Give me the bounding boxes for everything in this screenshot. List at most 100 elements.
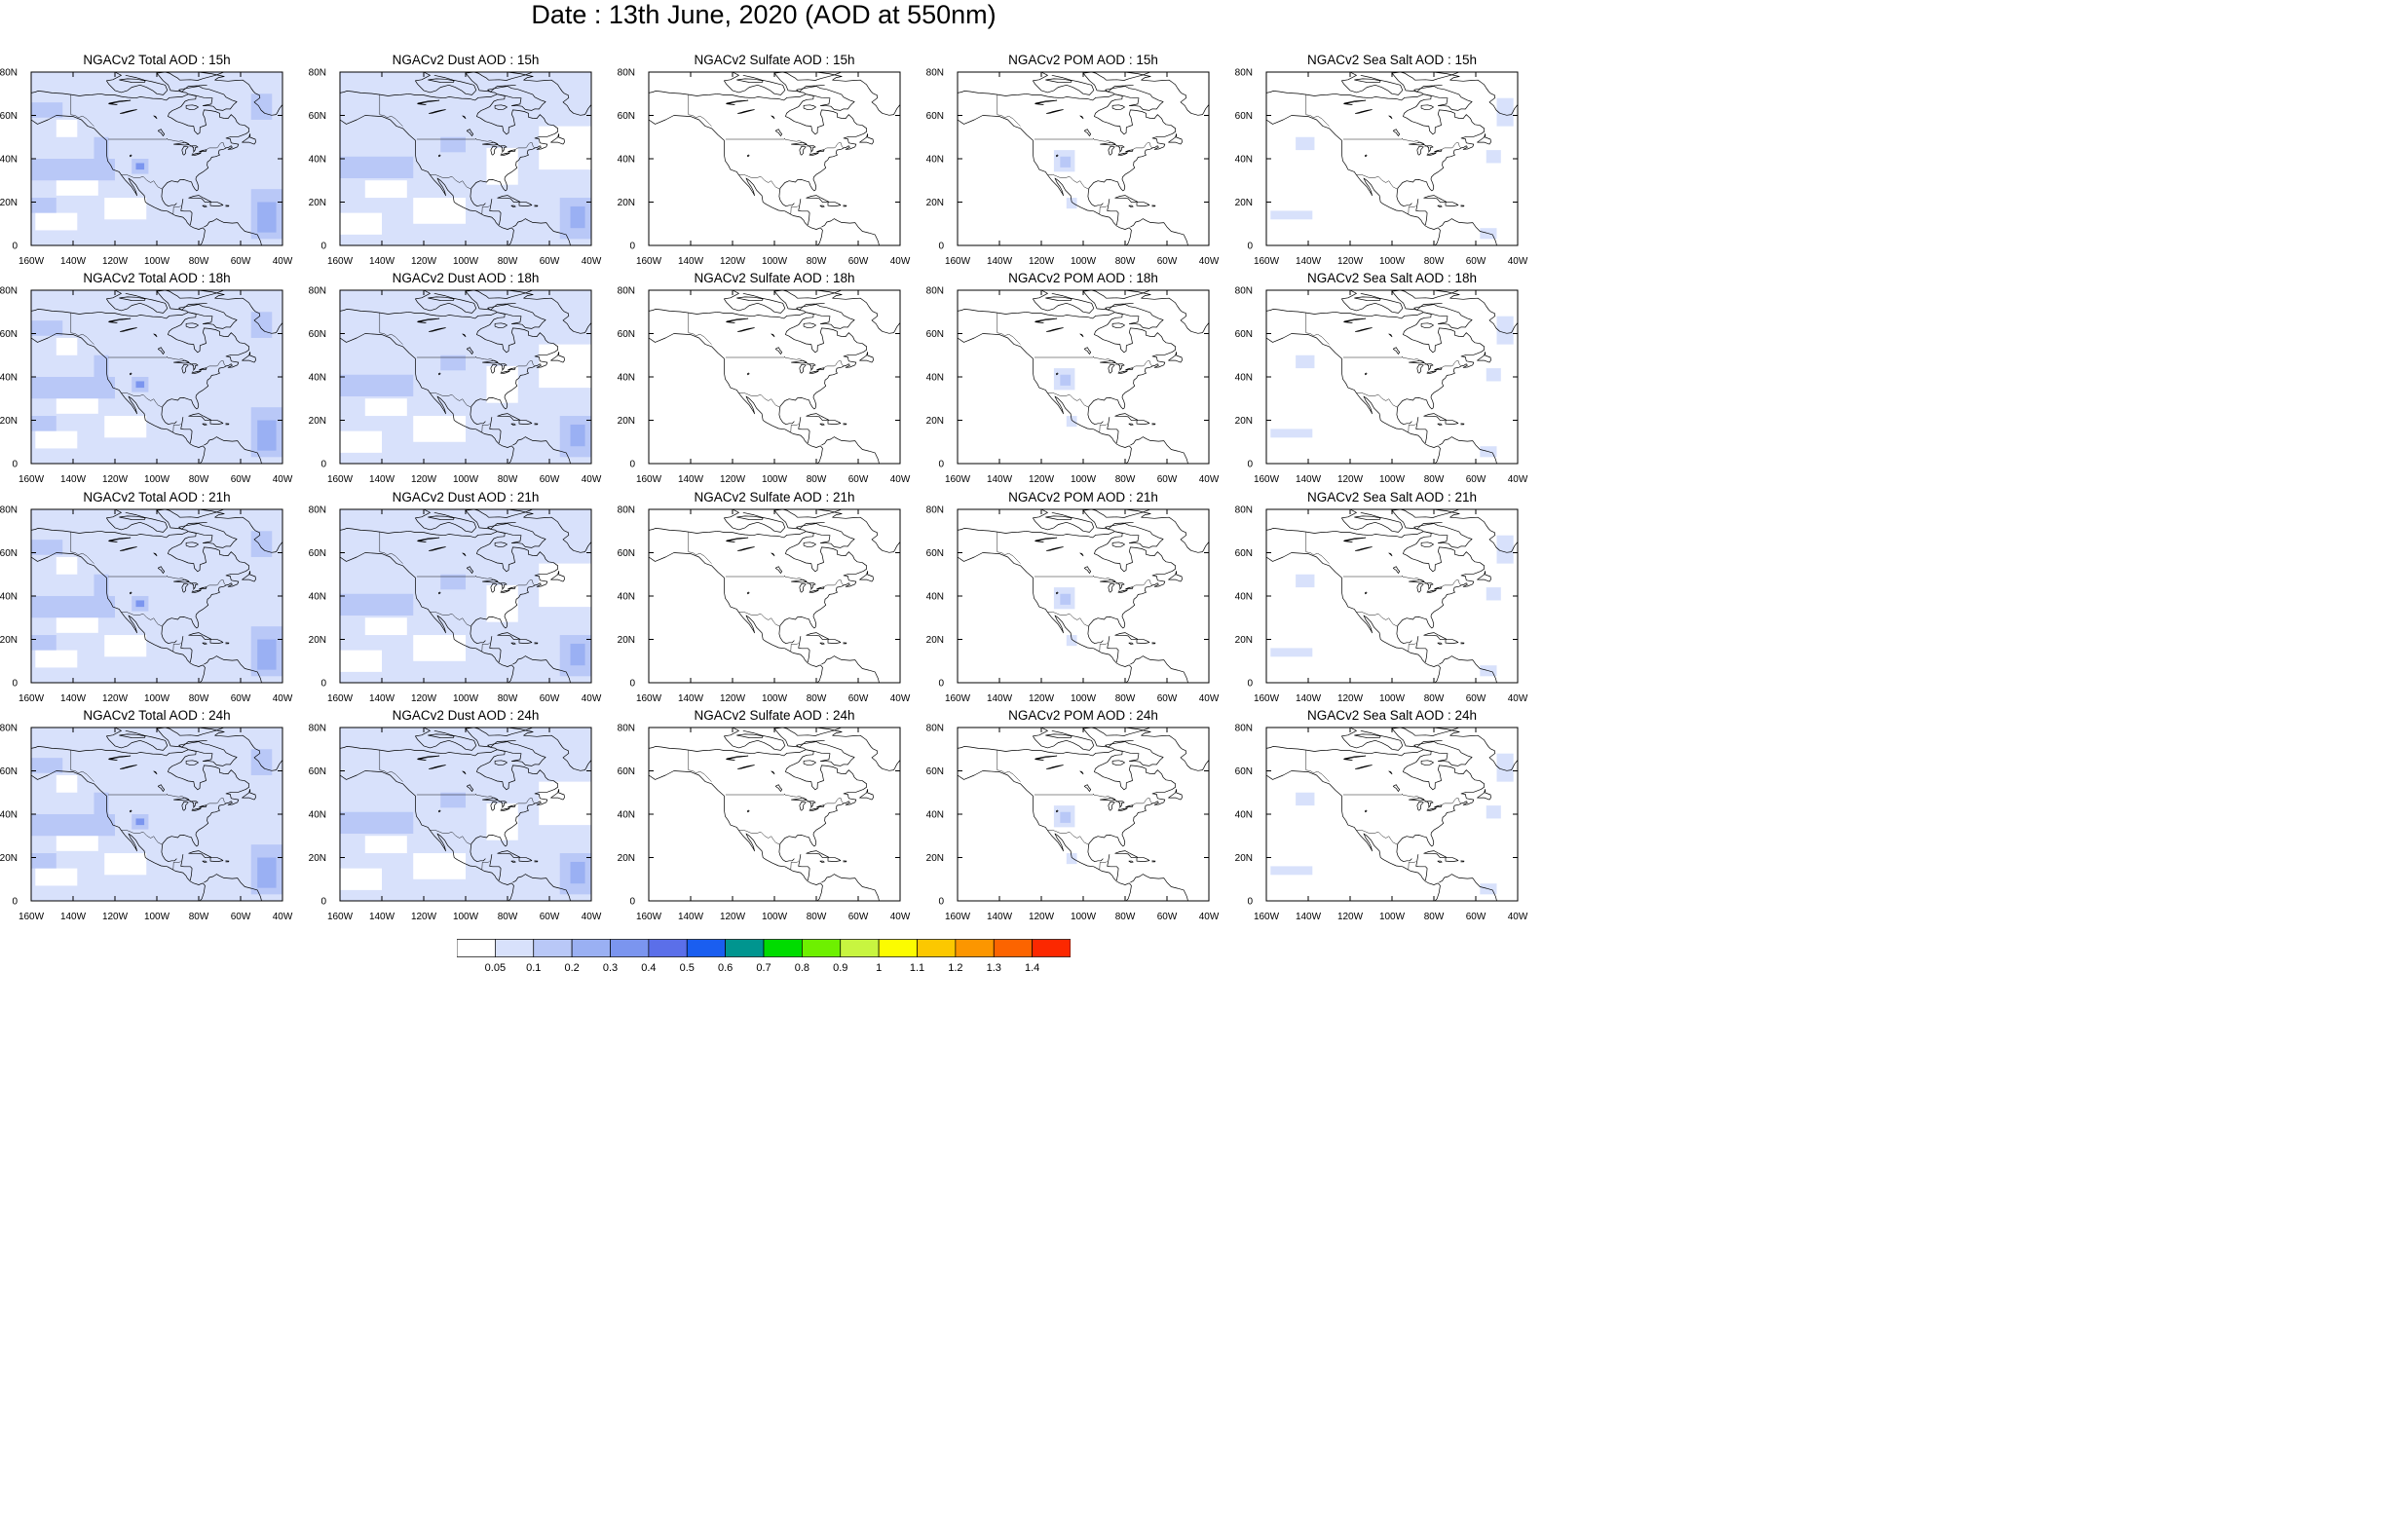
- lat-tick-label: 60N: [309, 548, 326, 559]
- map-panel-seasalt-4: NGACv2 Sea Salt AOD : 24h 160W 140W 120W 100…: [1235, 708, 1537, 927]
- lon-tick-label: 140W: [369, 256, 395, 267]
- lat-tick-label: 80N: [309, 286, 326, 297]
- lat-tick-label: 60N: [309, 329, 326, 340]
- aod-plume: [340, 374, 414, 397]
- lon-tick-label: 100W: [1379, 912, 1406, 922]
- aod-plume: [1496, 753, 1514, 782]
- aod-field: [340, 509, 591, 683]
- lon-tick-label: 160W: [327, 693, 354, 704]
- lon-tick-label: 120W: [411, 256, 437, 267]
- aod-field: [958, 290, 1209, 464]
- map-panel-total-1: NGACv2 Total AOD : 15h 160W 140W 120W 100W 80…: [0, 53, 302, 272]
- lat-tick-label: 80N: [0, 505, 18, 516]
- lat-tick-label: 80N: [1235, 286, 1253, 297]
- colorbar-swatch: [533, 939, 573, 957]
- lon-tick-label: 160W: [1254, 256, 1280, 267]
- map-frame: [648, 508, 901, 684]
- lat-tick-label: 20N: [618, 635, 635, 646]
- aod-clear-region: [340, 868, 382, 890]
- aod-plume: [135, 163, 145, 170]
- colorbar-swatch: [763, 939, 803, 957]
- coastlines: [958, 728, 1209, 901]
- map-panel-sulfate-4: NGACv2 Sulfate AOD : 24h 160W 140W 120W 100W…: [618, 708, 920, 927]
- aod-plume: [31, 814, 115, 837]
- lon-tick-label: 160W: [19, 474, 45, 485]
- aod-plume: [94, 136, 109, 159]
- aod-map: 160W 140W 120W 100W 80W 60W 40W 0 20N 40N 60N 80N: [309, 724, 602, 923]
- coastlines: [340, 290, 591, 464]
- lon-tick-label: 80W: [1424, 693, 1445, 704]
- lon-tick-label: 40W: [890, 256, 911, 267]
- lon-tick-label: 140W: [60, 256, 87, 267]
- lon-tick-label: 120W: [102, 912, 129, 922]
- lat-tick-label: 40N: [0, 155, 18, 166]
- lon-tick-label: 60W: [231, 474, 251, 485]
- lon-tick-label: 140W: [678, 256, 704, 267]
- aod-clear-region: [56, 556, 78, 575]
- lat-tick-label: 80N: [618, 724, 635, 734]
- lat-tick-label: 60N: [926, 548, 944, 559]
- country-borders: [997, 313, 1153, 432]
- aod-plume: [94, 574, 109, 596]
- lon-tick-label: 80W: [1115, 474, 1136, 485]
- aod-plume: [440, 792, 466, 808]
- lon-tick-label: 60W: [1157, 693, 1178, 704]
- colorbar-label: 1.1: [910, 962, 924, 974]
- lon-tick-label: 80W: [498, 474, 518, 485]
- map-panel-seasalt-3: NGACv2 Sea Salt AOD : 21h 160W 140W 120W 100…: [1235, 490, 1537, 709]
- lon-tick-label: 40W: [582, 912, 602, 922]
- lat-tick-label: 40N: [618, 373, 635, 384]
- aod-field: [340, 728, 591, 901]
- aod-clear-region: [56, 616, 98, 633]
- lon-tick-label: 120W: [720, 693, 746, 704]
- lon-tick-label: 160W: [945, 912, 971, 922]
- lon-tick-label: 60W: [848, 912, 869, 922]
- colorbar-swatch: [457, 939, 496, 957]
- lon-tick-label: 160W: [636, 693, 662, 704]
- lat-tick-label: 60N: [0, 548, 18, 559]
- lon-tick-label: 100W: [453, 912, 479, 922]
- lat-tick-label: 80N: [618, 286, 635, 297]
- aod-plume: [31, 596, 115, 618]
- lat-tick-label: 60N: [926, 329, 944, 340]
- lat-tick-label: 0: [12, 242, 18, 252]
- aod-map: 160W 140W 120W 100W 80W 60W 40W 0 20N 40N 60N 80N: [926, 505, 1220, 705]
- lon-tick-label: 60W: [231, 912, 251, 922]
- aod-map: 160W 140W 120W 100W 80W 60W 40W 0 20N 40N 60N 80N: [1235, 68, 1528, 268]
- colorbar-swatch: [648, 939, 688, 957]
- lon-tick-label: 120W: [1337, 474, 1364, 485]
- panel-title: NGACv2 Sea Salt AOD : 24h: [1306, 708, 1478, 723]
- aod-clear-region: [364, 617, 407, 636]
- aod-plume: [570, 424, 585, 447]
- colorbar-label: 1.2: [948, 962, 962, 974]
- lon-tick-label: 40W: [890, 912, 911, 922]
- aod-clear-region: [104, 416, 147, 438]
- lon-tick-label: 160W: [636, 474, 662, 485]
- aod-clear-region: [364, 398, 407, 417]
- lat-tick-label: 60N: [1235, 329, 1253, 340]
- aod-map: 160W 140W 120W 100W 80W 60W 40W 0 20N 40N 60N 80N: [0, 505, 293, 705]
- country-borders: [1305, 750, 1462, 870]
- panel-title: NGACv2 Total AOD : 15h: [83, 53, 231, 67]
- colorbar-swatch: [955, 939, 995, 957]
- coastlines: [649, 509, 900, 683]
- aod-plume: [1486, 805, 1501, 819]
- lon-tick-label: 160W: [636, 256, 662, 267]
- aod-plume: [1486, 587, 1501, 601]
- colorbar-swatch: [917, 939, 957, 957]
- colorbar-swatch: [725, 939, 765, 957]
- lon-tick-label: 40W: [890, 693, 911, 704]
- lon-tick-label: 60W: [540, 912, 560, 922]
- aod-plume: [31, 416, 56, 431]
- lat-tick-label: 80N: [926, 505, 944, 516]
- coastlines: [340, 509, 591, 683]
- aod-plume: [257, 420, 277, 451]
- aod-field: [1266, 728, 1518, 901]
- lat-tick-label: 40N: [309, 373, 326, 384]
- lat-tick-label: 40N: [0, 373, 18, 384]
- country-borders: [379, 94, 536, 214]
- coastlines: [1266, 509, 1518, 683]
- lat-tick-label: 20N: [618, 416, 635, 427]
- panel-title: NGACv2 Dust AOD : 24h: [392, 708, 540, 723]
- lon-tick-label: 160W: [636, 912, 662, 922]
